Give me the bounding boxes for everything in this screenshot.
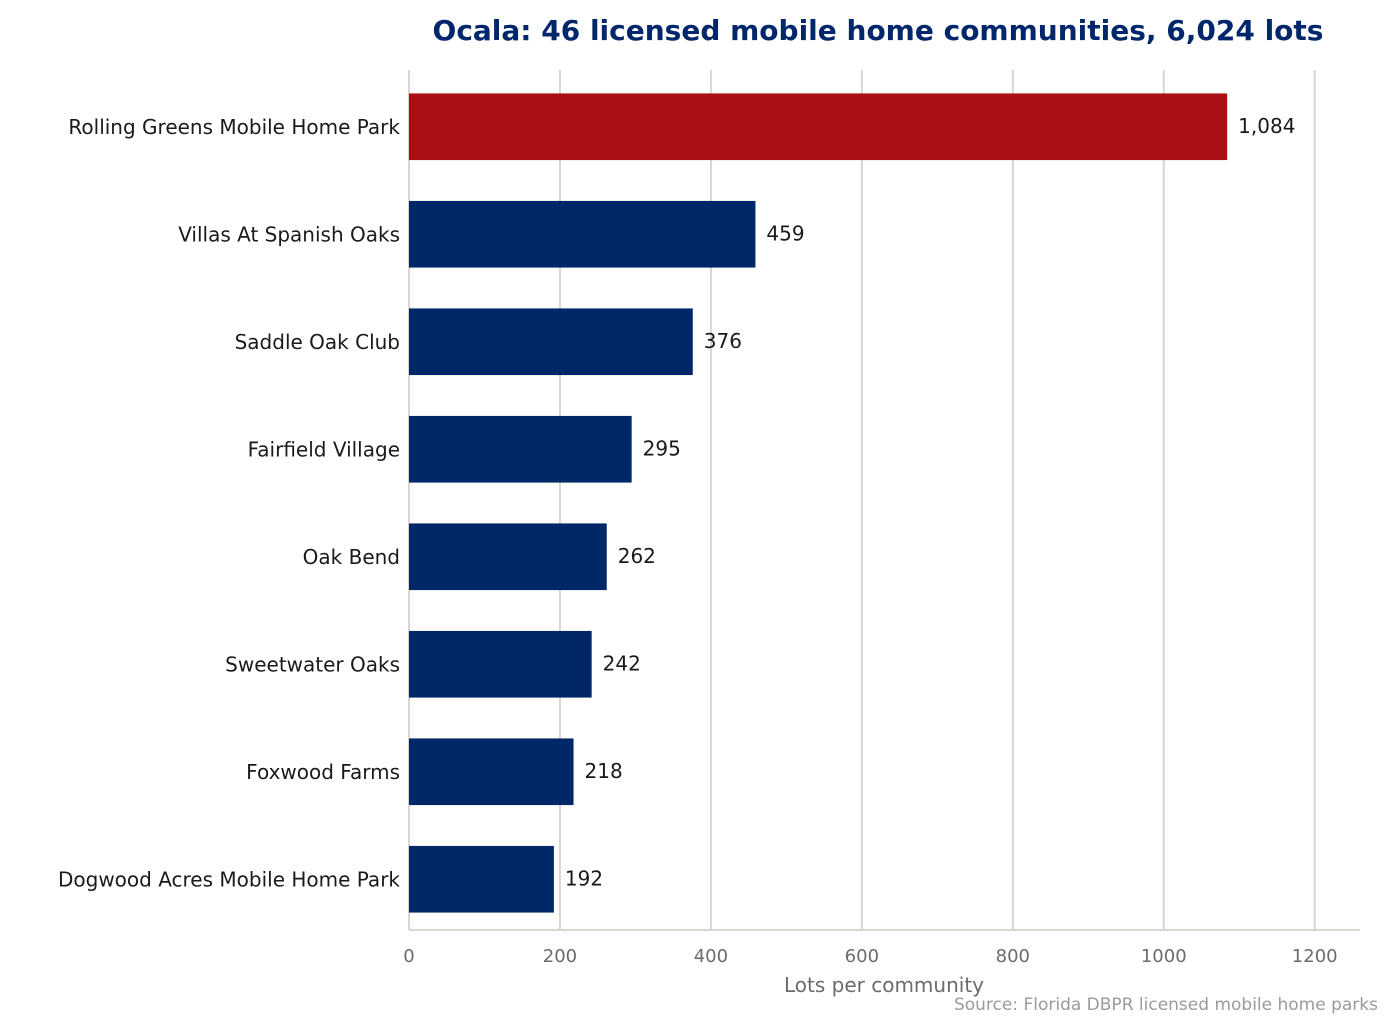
bar: [409, 308, 693, 376]
bar: [409, 523, 607, 591]
value-label: 262: [618, 544, 656, 568]
category-label: Saddle Oak Club: [235, 330, 400, 354]
x-tick-label: 0: [403, 946, 414, 967]
bar: [409, 630, 592, 698]
x-axis-ticks: 0 200 400 600 800 1000 1200: [403, 946, 1337, 967]
chart-title: Ocala: 46 licensed mobile home communiti…: [433, 14, 1324, 47]
category-label: Sweetwater Oaks: [225, 652, 400, 676]
category-labels: Rolling Greens Mobile Home Park Villas At…: [58, 115, 400, 892]
value-labels: 1,084 459 376 295 262 242 218 192: [565, 114, 1296, 891]
value-label: 376: [704, 329, 742, 353]
category-label: Rolling Greens Mobile Home Park: [68, 115, 400, 139]
value-label: 218: [585, 759, 623, 783]
category-label: Foxwood Farms: [246, 760, 400, 784]
x-tick-label: 1000: [1141, 946, 1187, 967]
value-label: 295: [643, 436, 681, 460]
category-label: Villas At Spanish Oaks: [178, 222, 400, 246]
bar: [409, 93, 1228, 161]
value-label: 192: [565, 866, 603, 890]
x-tick-label: 800: [996, 946, 1030, 967]
value-label: 242: [603, 651, 641, 675]
bar: [409, 200, 756, 268]
bar: [409, 845, 554, 913]
bar: [409, 415, 632, 483]
source-note: Source: Florida DBPR licensed mobile hom…: [954, 995, 1378, 1015]
bar: [409, 738, 574, 806]
bars: [409, 93, 1228, 913]
value-label: 459: [766, 221, 804, 245]
category-label: Fairfield Village: [248, 437, 400, 461]
x-tick-label: 200: [543, 946, 577, 967]
x-tick-label: 600: [845, 946, 879, 967]
category-label: Dogwood Acres Mobile Home Park: [58, 867, 400, 891]
x-axis-label: Lots per community: [784, 973, 984, 997]
x-tick-label: 1200: [1292, 946, 1338, 967]
category-label: Oak Bend: [303, 545, 400, 569]
value-label: 1,084: [1238, 114, 1295, 138]
x-tick-label: 400: [694, 946, 728, 967]
